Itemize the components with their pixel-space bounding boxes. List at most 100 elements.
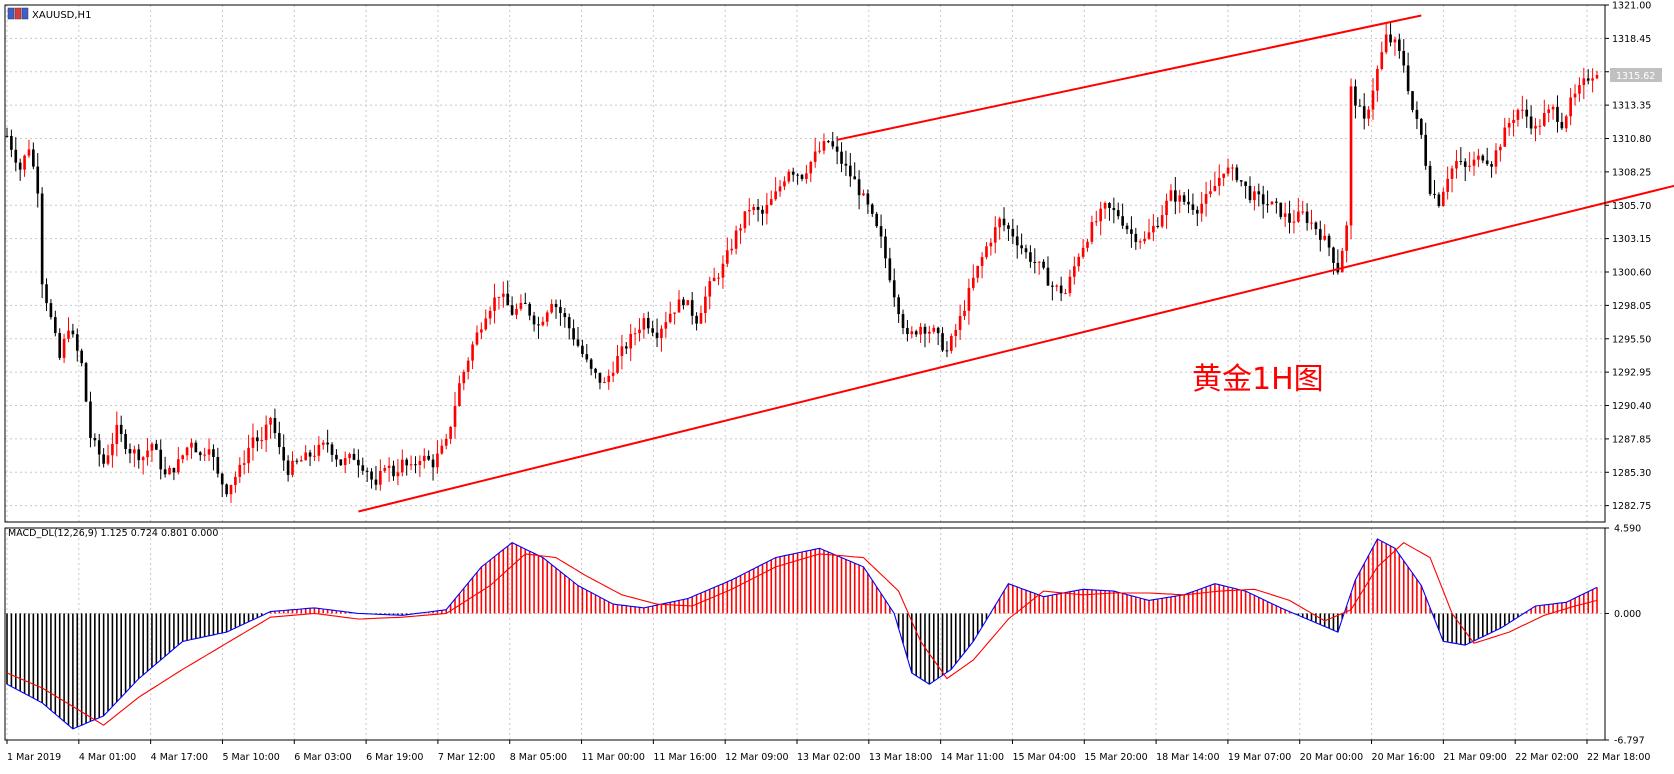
candle — [396, 472, 400, 477]
candle — [146, 450, 149, 458]
candle — [1332, 247, 1335, 263]
candle — [14, 149, 18, 163]
candle — [1037, 261, 1041, 263]
candle — [1512, 119, 1515, 124]
candle — [1116, 210, 1120, 217]
candle — [1595, 75, 1599, 79]
candle — [914, 331, 918, 335]
candle — [840, 151, 843, 164]
candle — [559, 307, 562, 314]
candle — [1367, 109, 1370, 119]
candle — [10, 135, 13, 150]
candle — [682, 299, 685, 306]
candle — [1310, 222, 1313, 224]
candle — [554, 304, 558, 308]
candle — [418, 460, 422, 466]
candle — [1147, 232, 1151, 239]
candle — [67, 330, 70, 339]
candle — [616, 356, 619, 373]
candle — [256, 437, 259, 442]
candle — [176, 459, 180, 473]
candle — [1099, 208, 1102, 222]
candle — [545, 312, 549, 322]
candle — [207, 449, 211, 455]
candle — [326, 442, 329, 445]
candle — [1007, 225, 1010, 229]
candle — [827, 141, 830, 143]
price-tick-label: 1310.80 — [1612, 134, 1651, 145]
candle — [185, 447, 189, 456]
candle — [32, 149, 35, 167]
candle — [1477, 155, 1480, 160]
candle — [475, 332, 479, 345]
candle — [620, 346, 624, 357]
candle — [1156, 225, 1160, 227]
candle — [339, 459, 343, 466]
candle — [897, 297, 900, 315]
candle — [870, 204, 874, 214]
candle — [365, 470, 369, 472]
candle — [1340, 250, 1344, 273]
candle — [1455, 161, 1458, 169]
candle — [484, 318, 488, 330]
candle — [264, 424, 268, 441]
candle — [1213, 185, 1217, 192]
time-axis: 1 Mar 2019 4 Mar 01:00 4 Mar 17:00 5 Mar 10… — [6, 740, 1650, 763]
macd-line — [6, 538, 1598, 730]
candle — [1239, 180, 1243, 182]
candle — [550, 304, 553, 313]
candle — [1029, 252, 1032, 262]
candle — [1485, 160, 1489, 165]
time-tick-label: 15 Mar 20:00 — [1084, 752, 1147, 763]
candle — [335, 454, 338, 460]
candle — [660, 328, 663, 339]
candle — [1051, 285, 1054, 287]
candle — [884, 236, 887, 259]
candle — [923, 326, 927, 334]
candle — [585, 354, 589, 360]
candle — [155, 443, 158, 450]
candle — [1433, 193, 1436, 195]
candle — [308, 452, 312, 457]
candle — [1327, 235, 1331, 248]
candle — [400, 459, 404, 473]
candle — [743, 211, 747, 229]
symbol-icon — [7, 7, 29, 20]
candle — [774, 191, 777, 200]
candle — [752, 206, 756, 211]
candle — [1468, 165, 1471, 167]
candle — [954, 329, 958, 336]
candle — [1042, 261, 1045, 268]
candle — [853, 176, 857, 180]
candle — [989, 242, 993, 247]
candle — [1222, 173, 1225, 178]
candle — [1195, 209, 1199, 214]
candle — [603, 381, 606, 383]
candle — [528, 303, 531, 316]
candle — [695, 315, 698, 324]
candle — [1578, 85, 1581, 94]
price-tick-label: 1290.40 — [1612, 401, 1651, 412]
candle — [181, 455, 185, 460]
trendlines[interactable] — [358, 14, 1674, 513]
candle — [1472, 159, 1476, 166]
candle — [97, 440, 101, 455]
candle — [387, 465, 391, 468]
candle — [1015, 236, 1019, 246]
candle — [242, 463, 246, 465]
candle — [1547, 109, 1551, 113]
price-tick-label: 1318.45 — [1612, 34, 1651, 45]
candle — [436, 453, 439, 468]
macd-tick-label: -6.797 — [1614, 736, 1645, 747]
candle — [348, 454, 351, 459]
candle — [480, 329, 483, 333]
candle — [150, 443, 154, 451]
candle — [141, 457, 145, 461]
candle — [993, 227, 997, 243]
candle — [690, 300, 694, 316]
candle — [950, 335, 953, 351]
candle — [1108, 202, 1111, 209]
candle — [1059, 285, 1063, 294]
